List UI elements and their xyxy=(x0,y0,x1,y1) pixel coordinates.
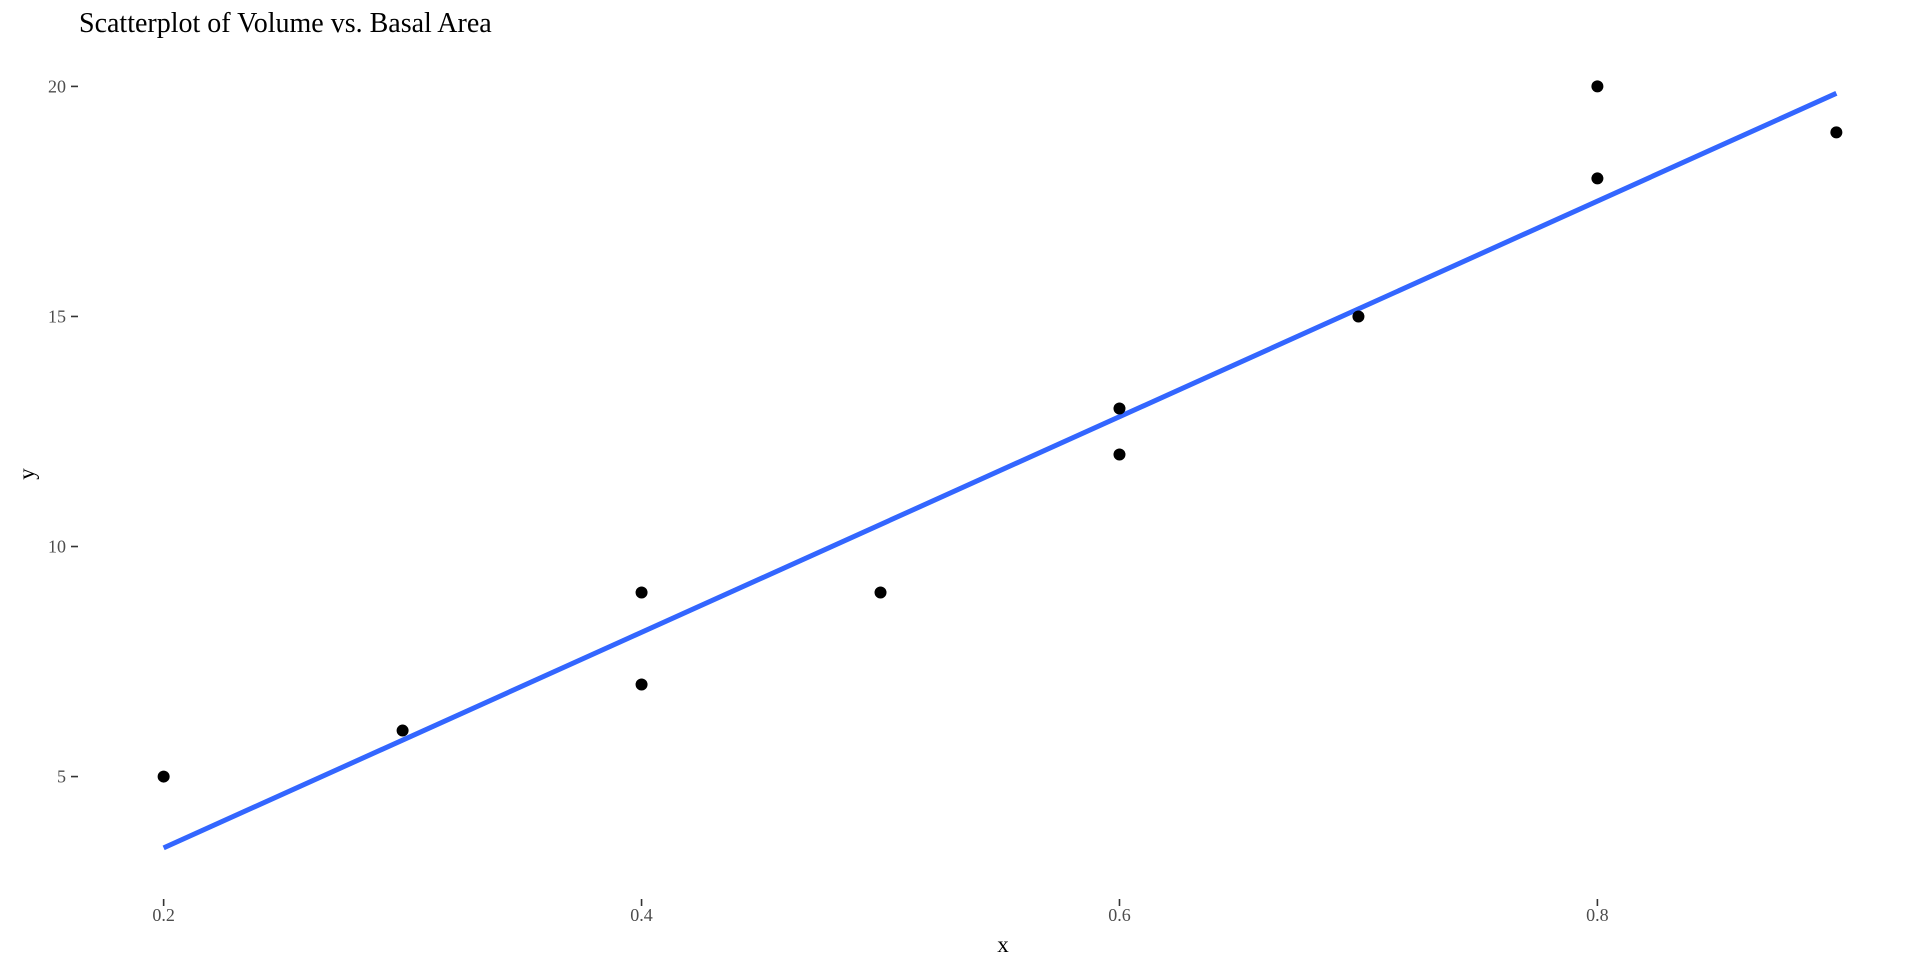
x-tick-label: 0.6 xyxy=(1108,905,1131,925)
x-tick-label: 0.2 xyxy=(152,905,175,925)
x-tick-label: 0.4 xyxy=(630,905,653,925)
y-tick-label: 20 xyxy=(48,76,66,96)
data-point xyxy=(1591,80,1604,93)
points-layer xyxy=(157,80,1843,783)
y-axis-title: y xyxy=(14,468,39,480)
data-point xyxy=(1352,310,1365,323)
fit-line-layer xyxy=(162,91,1838,851)
data-point xyxy=(874,586,887,599)
data-point xyxy=(1591,172,1604,185)
fit-line xyxy=(162,91,1838,851)
y-tick-label: 15 xyxy=(48,306,66,326)
x-axis: 0.2 0.4 0.6 0.8 xyxy=(152,899,1609,925)
data-point xyxy=(635,678,648,691)
y-tick-label: 5 xyxy=(57,767,66,787)
data-point xyxy=(157,770,170,783)
data-point xyxy=(635,586,648,599)
data-point xyxy=(1830,126,1843,139)
data-point xyxy=(1113,448,1126,461)
chart-title: Scatterplot of Volume vs. Basal Area xyxy=(79,8,492,39)
data-point xyxy=(396,724,409,737)
y-tick-label: 10 xyxy=(48,537,66,557)
data-point xyxy=(1113,402,1126,415)
y-axis: 5 10 15 20 xyxy=(48,76,78,787)
x-tick-label: 0.8 xyxy=(1586,905,1609,925)
x-axis-title: x xyxy=(997,932,1009,957)
